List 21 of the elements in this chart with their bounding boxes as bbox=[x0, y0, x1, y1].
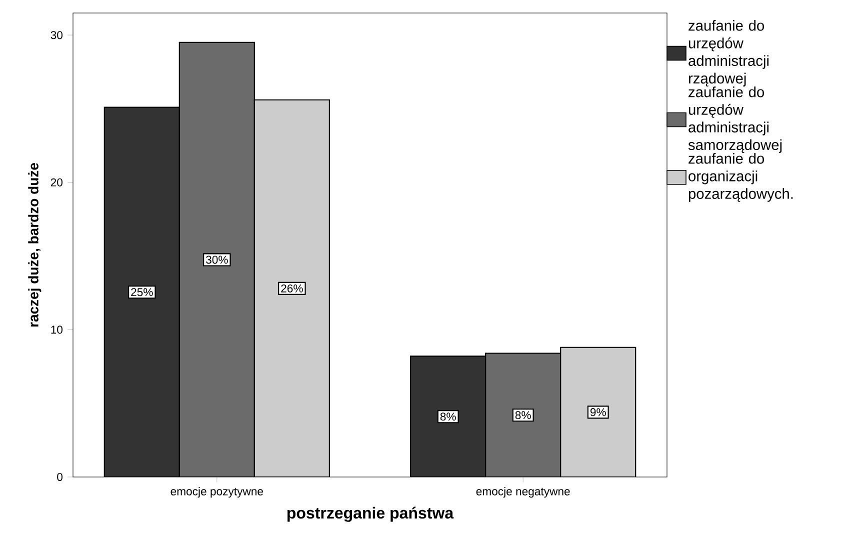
data-label: 8% bbox=[440, 412, 456, 421]
bar bbox=[560, 346, 636, 477]
bar bbox=[178, 42, 255, 477]
y-tick-label: 0 bbox=[57, 472, 63, 481]
data-label: 30% bbox=[206, 256, 228, 264]
x-axis-title: postrzeganie państwa bbox=[287, 506, 454, 522]
x-tick-label: emocje pozytywne bbox=[170, 487, 263, 498]
y-tick-label: 10 bbox=[51, 326, 63, 334]
data-label: 25% bbox=[131, 288, 153, 296]
bar bbox=[410, 356, 486, 477]
data-label: 9% bbox=[590, 408, 606, 416]
x-tick-label: emocje negatywne bbox=[476, 487, 570, 498]
y-tick-label: 20 bbox=[50, 178, 63, 186]
legend-label: zaufanie do organizacji pozarządowych. bbox=[688, 152, 793, 202]
bar bbox=[254, 99, 330, 477]
bar bbox=[485, 352, 562, 477]
bar bbox=[104, 106, 180, 477]
data-label: 26% bbox=[281, 284, 303, 292]
y-tick-label: 30 bbox=[50, 31, 63, 40]
data-label: 8% bbox=[515, 411, 531, 420]
y-axis-title: raczej duże, bardzo duże bbox=[28, 163, 42, 327]
